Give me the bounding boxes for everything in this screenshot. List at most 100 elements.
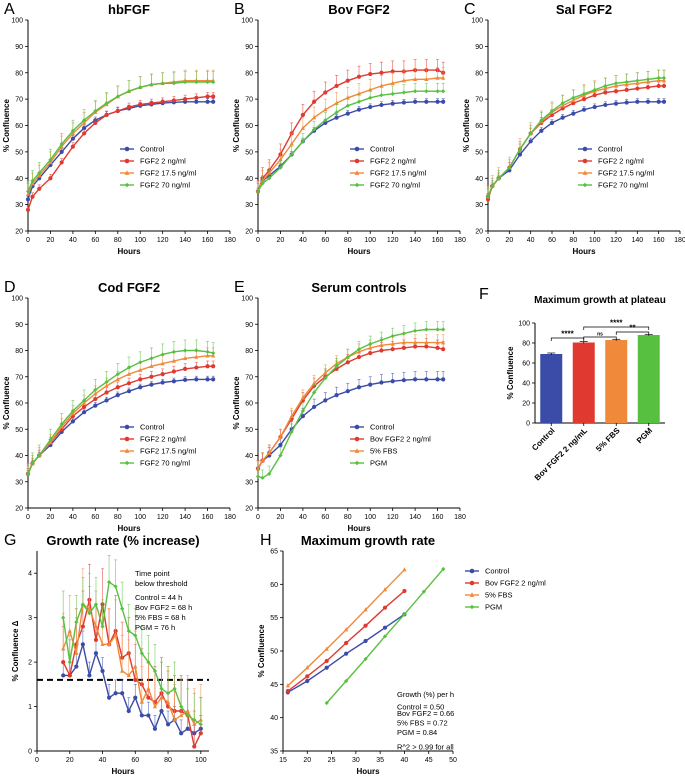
- series-FGF2 2 ng/ml: [25, 92, 216, 212]
- panel-title-E: Serum controls: [311, 280, 406, 295]
- data-point: [624, 100, 629, 105]
- x-tick-label: 100: [134, 514, 146, 521]
- data-point: [152, 668, 158, 674]
- x-tick-label: 80: [114, 514, 122, 521]
- data-point: [528, 139, 533, 144]
- data-point: [104, 383, 109, 388]
- data-point: [285, 683, 290, 688]
- legend-label: FGF2 70 ng/ml: [140, 459, 190, 468]
- data-point: [323, 375, 328, 381]
- data-point: [194, 99, 199, 104]
- data-point: [379, 342, 384, 347]
- data-point: [278, 165, 283, 170]
- legend-marker: [354, 146, 360, 152]
- data-point: [334, 100, 339, 105]
- y-tick-label: 20: [15, 506, 23, 513]
- legend-marker: [354, 170, 360, 175]
- data-point: [160, 372, 165, 377]
- series-line: [62, 599, 202, 749]
- data-point: [363, 623, 368, 628]
- series-FGF2 70 ng/ml: [485, 69, 667, 199]
- bar-5% FBS: [605, 340, 628, 423]
- data-point: [165, 722, 171, 727]
- data-point: [211, 99, 216, 104]
- data-point: [113, 584, 118, 589]
- data-point: [159, 686, 164, 691]
- legend-marker: [354, 436, 360, 442]
- data-point: [205, 94, 210, 99]
- data-point: [334, 83, 339, 89]
- data-point: [305, 674, 310, 679]
- legend-label: FGF2 70 ng/ml: [370, 181, 420, 190]
- x-axis-label: Hours: [117, 247, 141, 256]
- legend-C: Control FGF2 2 ng/ml FGF2 17.5 ng/ml FGF2 7…: [578, 145, 655, 190]
- data-point: [379, 70, 384, 75]
- y-tick-label: 80: [15, 348, 23, 355]
- y-tick-label: 20: [245, 506, 253, 513]
- y-tick-label: 60: [15, 401, 23, 408]
- data-point: [192, 717, 197, 722]
- y-axis-label: % Confluence: [232, 99, 241, 152]
- legend-label: Control: [370, 145, 395, 154]
- data-point: [656, 75, 661, 81]
- data-point: [113, 691, 118, 696]
- data-point: [368, 87, 373, 92]
- x-tick-label: 0: [35, 757, 39, 764]
- data-point: [441, 347, 446, 352]
- legend-label: FGF2 70 ng/ml: [598, 181, 648, 190]
- data-point: [267, 176, 272, 181]
- note-line: Time point: [135, 569, 171, 578]
- data-point: [115, 393, 120, 398]
- x-tick-label: 120: [387, 237, 399, 244]
- data-point: [100, 641, 105, 647]
- series-FGF2 70 ng/ml: [25, 339, 216, 476]
- data-point: [267, 471, 272, 476]
- data-point: [93, 120, 98, 125]
- data-point: [356, 91, 362, 96]
- data-point: [198, 722, 203, 727]
- legend-label: FGF2 17.5 ng/ml: [140, 169, 197, 178]
- data-point: [300, 139, 305, 144]
- x-axis-label: Hours: [117, 524, 141, 533]
- x-category-label: PGM: [635, 426, 654, 445]
- data-point: [441, 566, 446, 572]
- data-point: [25, 189, 31, 194]
- data-point: [441, 377, 446, 382]
- data-point: [390, 80, 395, 85]
- y-tick-label: 70: [15, 374, 23, 381]
- data-point: [194, 79, 199, 85]
- data-point: [624, 82, 629, 87]
- data-point: [93, 637, 99, 642]
- legend-marker: [354, 182, 360, 188]
- data-point: [344, 651, 349, 656]
- legend-marker: [582, 146, 588, 152]
- y-tick-label: 30: [15, 479, 23, 486]
- data-point: [402, 567, 407, 572]
- data-point: [345, 95, 350, 100]
- legend-marker: [582, 158, 588, 164]
- x-tick-label: 20: [47, 514, 55, 521]
- data-point: [70, 128, 75, 133]
- data-point: [205, 79, 210, 85]
- data-point: [37, 170, 42, 176]
- y-axis-label: % Confluence: [257, 624, 266, 677]
- y-tick-label: 90: [15, 44, 23, 51]
- data-point: [185, 713, 190, 718]
- data-point: [260, 181, 265, 186]
- data-point: [624, 79, 629, 85]
- data-point: [424, 89, 429, 94]
- data-point: [334, 364, 339, 369]
- data-point: [70, 408, 75, 413]
- data-point: [93, 651, 99, 656]
- y-axis-label: % Confluence: [232, 376, 241, 429]
- y-tick-label: 60: [15, 123, 23, 130]
- y-tick-label: 30: [245, 202, 253, 209]
- series-FGF2 70 ng/ml: [25, 71, 216, 194]
- data-point: [300, 414, 305, 419]
- x-tick-label: 180: [224, 237, 236, 244]
- sig-label: **: [629, 324, 636, 333]
- data-point: [67, 628, 72, 633]
- y-tick-label: 65: [270, 549, 278, 556]
